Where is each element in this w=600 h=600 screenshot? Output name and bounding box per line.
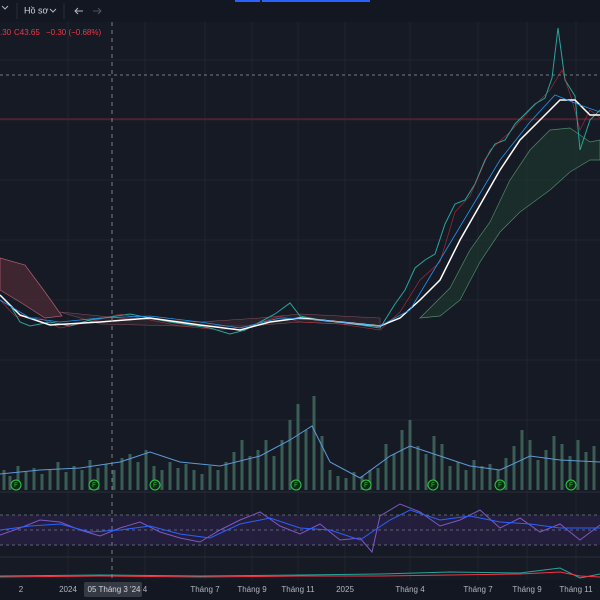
event-badge[interactable] [290,479,302,491]
volume-bars [2,396,596,490]
chevron[interactable] [1,5,9,10]
event-label[interactable]: F [498,483,502,489]
oscillator-signal [0,509,600,541]
time-axis [0,580,600,600]
event-label[interactable]: F [569,483,573,489]
time-label: Tháng 4 [395,585,425,594]
redo[interactable] [93,7,102,15]
event-badge[interactable] [10,479,22,491]
crosshair-date: 05 Tháng 3 '24 [88,585,142,594]
cloud-bear [0,257,63,319]
event-badge[interactable] [565,479,577,491]
legend-close: C43.65 [14,28,40,37]
event-label[interactable]: F [14,483,18,489]
tab-indicator [262,0,370,2]
event-label[interactable]: F [92,483,96,489]
event-label[interactable]: F [431,483,435,489]
event-badge[interactable] [149,479,161,491]
grid-lines [0,22,600,580]
bottom-indicator [0,567,600,579]
time-axis-labels: 2 2024 05 Tháng 3 '24 4 Tháng 7 Tháng 9 Tháng … [19,582,593,597]
crosshair-date-box [84,582,142,597]
time-label: Tháng 9 [237,585,267,594]
time-label: Tháng 9 [512,585,542,594]
volume-average [0,425,600,479]
event-badge[interactable] [88,479,100,491]
time-label: 2025 [336,585,354,594]
time-label: Tháng 7 [463,585,493,594]
profile-chevron[interactable] [49,8,57,13]
event-badge[interactable] [494,479,506,491]
event-label[interactable]: F [364,483,368,489]
time-label: 4 [143,585,148,594]
undo[interactable] [74,7,83,15]
legend-change: −0.30 (−0.68%) [46,28,101,37]
toolbar [0,0,600,22]
price-line-series [0,27,600,335]
profile-menu[interactable]: Hồ sơ [24,5,49,15]
time-label: Tháng 7 [190,585,220,594]
grid [0,22,600,580]
event-label[interactable]: F [294,483,298,489]
event-label[interactable]: F [153,483,157,489]
tab-indicator [235,0,260,2]
time-label: Tháng 11 [281,585,315,594]
signal-line [0,94,600,329]
cloud-bull [419,127,600,319]
time-label: Tháng 11 [559,585,593,594]
oscillator-levels [0,514,600,546]
event-badge[interactable] [360,479,372,491]
time-label: 2024 [59,585,77,594]
bottom-indicator [0,571,600,578]
event-badge[interactable] [427,479,439,491]
legend-open: .30 [0,28,12,37]
moving-average [0,99,600,331]
time-label: 2 [19,585,24,594]
